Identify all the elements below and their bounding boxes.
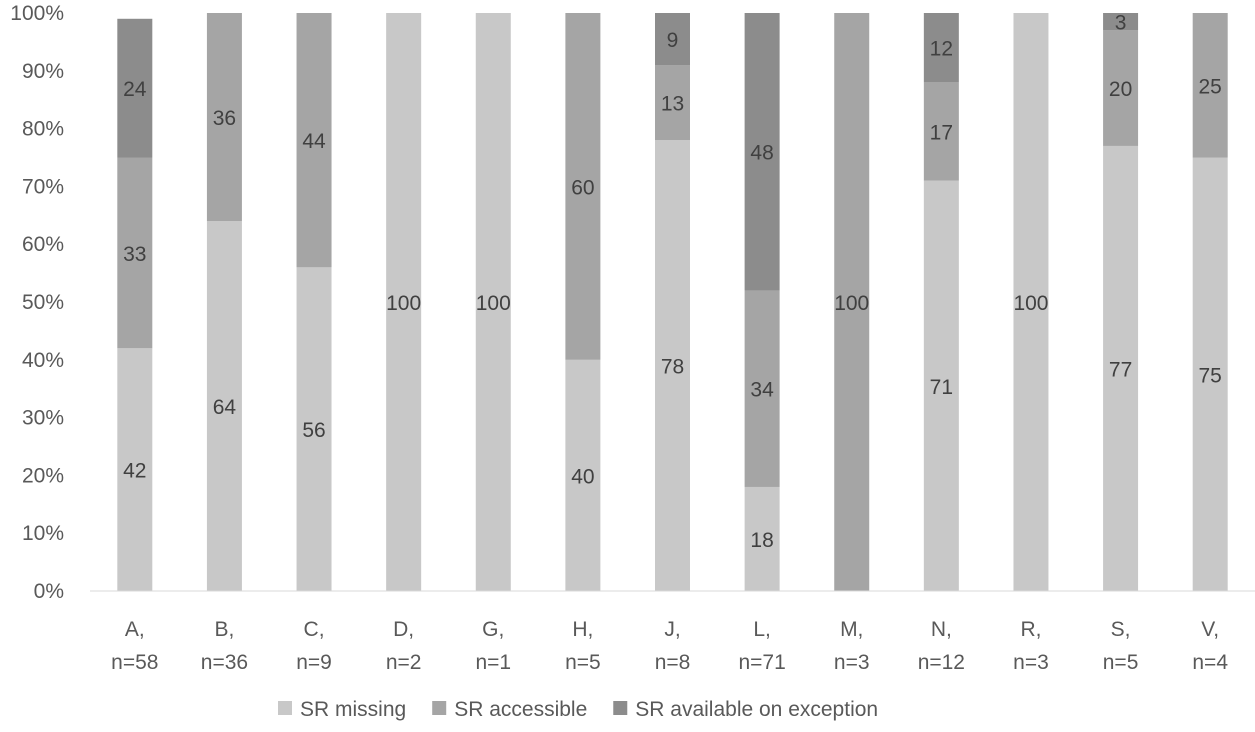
bar-segment [565,13,601,360]
x-tick-label: N, n=12 [918,618,965,674]
data-label: 20 [1109,78,1132,101]
bar-segment [475,13,511,591]
x-tick-label: S, n=5 [1103,618,1139,674]
data-label: 48 [750,142,773,165]
bar-segment [923,180,959,591]
bar-segment [1192,157,1228,591]
data-label: 12 [930,38,953,61]
data-label: 9 [667,29,679,52]
bar-segment [206,221,242,591]
data-label: 44 [302,130,326,153]
y-tick-label: 60% [22,233,64,256]
bar-segment [1103,30,1139,146]
bar-segment [923,82,959,181]
data-label: 34 [750,379,774,402]
bar-segment [923,13,959,83]
legend-item: SR missing [278,698,406,721]
x-tick-label: H, n=5 [565,618,601,674]
data-label: 100 [1013,292,1048,315]
bar-segment [655,13,690,66]
data-label: 24 [123,78,147,101]
x-axis: A, n=58 B, n=36 C, n=9 D, n=2 G, n=1 H, n=5 J, n=8 L, n… [111,618,1228,674]
data-label: 40 [571,465,594,488]
data-label: 64 [213,396,237,419]
data-label: 3 [1115,12,1127,35]
y-tick-label: 10% [22,522,64,545]
bar-segment [744,290,780,487]
y-tick-label: 90% [22,60,64,83]
data-label: 75 [1199,364,1222,387]
data-label: 60 [571,176,594,199]
data-label: 100 [476,292,511,315]
data-label: 78 [661,356,684,379]
bar-segment [386,13,422,591]
bar-segment [1192,13,1228,158]
y-tick-label: 20% [22,464,64,487]
bars: 42 33 24 64 36 56 44 100 100 40 60 78 13 9 18 34 48 100 71… [117,12,1228,591]
y-tick-label: 50% [22,291,64,314]
bar-segment [655,65,690,141]
bar-segment [655,140,690,591]
bar-segment [206,13,242,222]
bar-segment [117,348,153,591]
bar-segment [117,18,153,158]
y-tick-label: 0% [34,580,64,603]
legend-swatch [432,701,447,715]
y-tick-label: 80% [22,118,64,141]
legend-label: SR missing [300,698,406,721]
data-label: 13 [661,93,684,116]
x-tick-label: L, n=71 [738,618,785,674]
legend-label: SR accessible [454,698,587,721]
data-label: 17 [930,121,953,144]
bar-segment [1013,13,1049,591]
y-tick-label: 30% [22,407,64,430]
bar-segment [1103,13,1139,31]
data-label: 100 [834,292,869,315]
y-tick-label: 40% [22,349,64,372]
legend-item: SR available on exception [613,698,878,721]
data-label: 100 [386,292,421,315]
bar-segment [834,13,870,591]
x-tick-label: R, n=3 [1013,618,1049,674]
bar-segment [117,157,153,349]
bar-segment [1103,145,1139,591]
data-label: 18 [750,529,773,552]
y-axis: 0% 10% 20% 30% 40% 50% 60% 70% 80% 90% 100% [10,2,64,603]
bar-segment [565,359,601,591]
legend-label: SR available on exception [635,698,878,721]
legend-item: SR accessible [432,698,587,721]
data-label: 56 [302,419,325,442]
y-tick-label: 70% [22,175,64,198]
x-tick-label: B, n=36 [201,618,248,674]
bar-segment [296,267,332,591]
legend: SR missing SR accessible SR available on e… [278,698,878,721]
x-tick-label: D, n=2 [386,618,422,674]
data-label: 36 [213,107,236,130]
data-label: 25 [1199,75,1222,98]
y-tick-label: 100% [10,2,64,25]
bar-segment [744,486,780,591]
x-tick-label: J, n=8 [655,618,691,674]
data-label: 71 [930,376,953,399]
x-tick-label: A, n=58 [111,618,158,674]
x-tick-label: M, n=3 [834,618,870,674]
data-label: 33 [123,243,146,266]
legend-swatch [613,701,628,715]
x-tick-label: G, n=1 [475,618,511,674]
legend-swatch [278,701,292,715]
x-tick-label: V, n=4 [1192,618,1228,674]
data-label: 77 [1109,358,1132,381]
bar-segment [744,13,780,291]
data-label: 42 [123,460,146,483]
bar-segment [296,13,332,268]
x-tick-label: C, n=9 [296,618,332,674]
